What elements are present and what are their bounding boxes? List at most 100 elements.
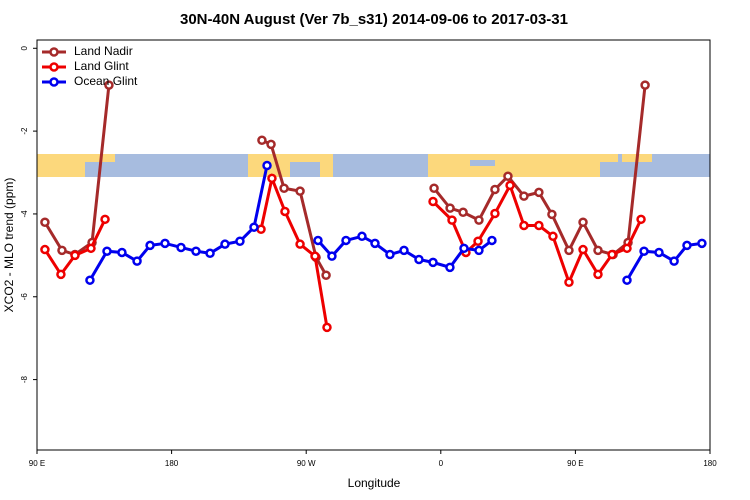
point [176,242,186,253]
point [57,245,67,256]
point [132,256,142,266]
series-line [43,173,643,328]
point [474,215,484,225]
point [86,243,96,254]
point [205,248,215,259]
point [117,247,127,258]
point [313,235,323,246]
point [322,322,332,333]
y-tick-label: -4 [20,210,29,218]
x-tick-label: 90 W [297,459,316,468]
point [490,208,500,219]
point [100,214,110,225]
point [279,183,289,194]
point [357,231,367,242]
point [341,235,351,246]
point [593,245,603,256]
point [505,180,515,191]
point [519,191,529,201]
point [564,245,574,256]
point [654,247,664,258]
chart-title: 30N-40N August (Ver 7b_s31) 2014-09-06 t… [180,11,568,28]
legend-label: Land Glint [74,59,129,73]
point [280,206,290,217]
y-tick-label: 0 [20,46,29,51]
point [327,251,337,261]
point [249,222,259,232]
point [70,250,80,261]
y-tick-label: -2 [20,127,29,135]
point [578,244,588,255]
legend-label: Land Nadir [74,44,133,58]
point [102,246,112,256]
point [40,244,50,255]
point [104,80,114,90]
point [295,186,305,196]
point [310,251,320,261]
point [445,203,455,213]
point [321,270,331,280]
point [682,240,692,251]
point [519,220,529,231]
point [40,217,50,227]
point [429,183,439,194]
point [547,209,557,220]
point [220,239,230,249]
y-tick-label: -6 [20,293,29,301]
point [548,231,558,242]
x-tick-label: 180 [165,459,179,468]
legend-label: Ocean Glint [74,74,138,88]
point [414,254,424,265]
point [295,239,305,249]
point [85,275,95,285]
point [487,235,497,246]
point [639,246,649,256]
point [473,236,483,247]
point [697,238,707,249]
point [235,236,245,247]
x-tick-label: 90 E [29,459,45,468]
x-tick-label: 180 [703,459,717,468]
point [459,243,469,254]
point [191,246,201,256]
point [503,171,513,182]
point [458,207,468,218]
y-tick-label: -8 [20,375,29,383]
point [622,275,632,285]
point [578,217,588,227]
x-tick-label: 0 [439,459,444,468]
point [447,215,457,225]
y-axis-label: XCO2 - MLO trend (ppm) [2,178,16,313]
point [370,238,380,249]
point [622,243,632,254]
legend-marker [49,77,59,87]
point [669,256,679,266]
point [145,240,155,251]
point [262,160,272,171]
x-axis-label: Longitude [348,476,401,490]
point [428,257,438,268]
point [636,214,646,225]
point [257,135,267,145]
point [428,196,438,207]
map-strip [37,154,710,177]
legend-marker [49,47,59,57]
point [490,184,500,195]
series-line [88,165,703,281]
point [564,277,574,288]
point [534,220,544,231]
point [474,245,484,256]
point [385,249,395,260]
point [640,80,650,90]
point [267,173,277,184]
point [534,187,544,198]
plot-frame [36,39,711,451]
point [56,269,66,280]
point [607,249,617,260]
legend-marker [49,62,59,72]
point [266,139,276,150]
point [399,245,409,256]
point [445,262,455,273]
x-tick-label: 90 E [567,459,583,468]
